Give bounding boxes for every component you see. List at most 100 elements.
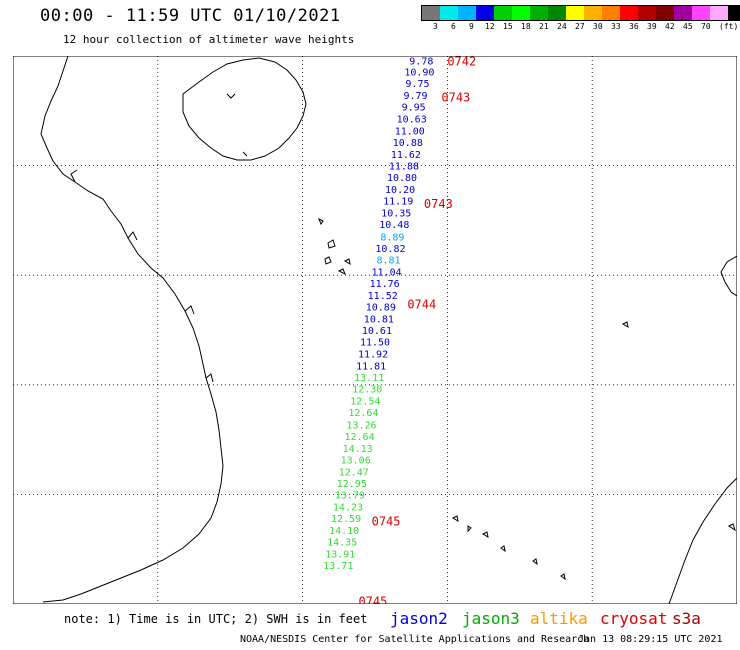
- swh-value: 8.81: [376, 255, 400, 266]
- latitude-label: 16: [13, 271, 14, 280]
- swh-value: 11.00: [395, 127, 425, 138]
- legend-swatch: [422, 6, 440, 20]
- chart-subtitle: 12 hour collection of altimeter wave hei…: [63, 33, 355, 46]
- satellite-jason3-label: jason3: [462, 609, 520, 628]
- pass-time-label: 0744: [407, 298, 436, 312]
- legend-label: 18: [521, 22, 531, 31]
- swh-value: 11.88: [389, 162, 419, 173]
- legend-label: 42: [665, 22, 675, 31]
- mainland-coastline: [40, 56, 224, 603]
- legend-swatch: [638, 6, 656, 20]
- swh-value: 13.26: [346, 420, 376, 431]
- pass-time-label: 0743: [424, 197, 453, 211]
- legend-swatch: [602, 6, 620, 20]
- swh-value: 12.30: [352, 385, 382, 396]
- swh-value: 13.11: [354, 373, 384, 384]
- swh-value: 10.20: [385, 185, 415, 196]
- legend-label: 30: [593, 22, 603, 31]
- legend-swatch: [548, 6, 566, 20]
- swh-value: 14.23: [333, 502, 363, 513]
- swh-value: 11.04: [372, 267, 402, 278]
- swh-value: 9.79: [403, 91, 427, 102]
- source-credit: NOAA/NESDIS Center for Satellite Applica…: [240, 634, 590, 645]
- legend-swatch: [476, 6, 494, 20]
- satellite-s3a-label: s3a: [672, 609, 701, 628]
- latitude-label: 18: [13, 162, 14, 171]
- swh-value: 9.78: [409, 56, 433, 67]
- swh-value: 13.06: [341, 455, 371, 466]
- swh-value: 12.64: [344, 432, 374, 443]
- satellite-altika-label: altika: [530, 609, 588, 628]
- swh-value: 11.52: [368, 291, 398, 302]
- satellite-jason2-label: jason2: [390, 609, 448, 628]
- legend-label: 12: [485, 22, 495, 31]
- palawan-coast: [668, 477, 737, 604]
- swh-value: 10.48: [379, 220, 409, 231]
- pass-time-label: 0745: [372, 515, 401, 529]
- swh-value: 14.35: [327, 538, 357, 549]
- swh-value: 10.81: [364, 314, 394, 325]
- swh-value: 11.92: [358, 350, 388, 361]
- spratly-islet: [451, 515, 459, 523]
- swh-value: 10.82: [375, 244, 405, 255]
- paracel-islet: [343, 258, 351, 266]
- legend-swatch: [512, 6, 530, 20]
- paracel-islet: [337, 268, 346, 276]
- paracel-islet: [327, 239, 336, 249]
- legend-label: 39: [647, 22, 657, 31]
- legend-label: 15: [503, 22, 513, 31]
- satellite-cryosat-label: cryosat: [600, 609, 668, 628]
- coast-inlet: [70, 169, 214, 383]
- pass-time-label: 0743: [441, 91, 470, 105]
- hainan-detail: [226, 93, 248, 157]
- swh-value: 12.95: [337, 479, 367, 490]
- legend-label: 33: [611, 22, 621, 31]
- swh-value: 12.64: [348, 408, 378, 419]
- paracel-islet: [324, 256, 332, 265]
- map-frame: [13, 56, 737, 604]
- legend-swatch: [440, 6, 458, 20]
- pass-time-labels: 0742 0743 0743 0744 0745 0745: [358, 56, 476, 604]
- legend-label: 6: [451, 22, 456, 31]
- swh-value: 10.63: [397, 114, 427, 125]
- swh-value: 14.10: [329, 526, 359, 537]
- paracel-islet: [318, 217, 324, 226]
- spratly-islet: [621, 321, 629, 329]
- swh-value: 13.71: [323, 561, 353, 572]
- latitude-label: 14: [13, 381, 14, 390]
- legend-swatch: [656, 6, 674, 20]
- swh-value: 11.76: [370, 279, 400, 290]
- swh-value: 11.19: [383, 197, 413, 208]
- swh-value: 9.95: [402, 102, 426, 113]
- swh-value: 12.47: [339, 467, 369, 478]
- swh-value: 10.90: [404, 67, 434, 78]
- legend-swatch: [494, 6, 512, 20]
- legend-label: 45: [683, 22, 693, 31]
- philippines-coast: [720, 255, 737, 297]
- legend-swatch: [728, 6, 740, 20]
- legend-label: 70: [701, 22, 711, 31]
- legend-label: 21: [539, 22, 549, 31]
- legend-swatch: [674, 6, 692, 20]
- legend-swatch: [584, 6, 602, 20]
- legend-label: 24: [557, 22, 567, 31]
- color-scale-legend: [421, 5, 740, 21]
- chart-title: 00:00 - 11:59 UTC 01/10/2021: [40, 6, 341, 26]
- swh-value: 14.13: [343, 444, 373, 455]
- legend-label: 9: [469, 22, 474, 31]
- swh-value: 12.54: [350, 397, 380, 408]
- swh-value: 10.61: [362, 326, 392, 337]
- spratly-islet: [560, 573, 566, 581]
- swh-value: 11.50: [360, 338, 390, 349]
- legend-swatch: [566, 6, 584, 20]
- legend-swatch: [692, 6, 710, 20]
- legend-swatch: [458, 6, 476, 20]
- legend-swatch: [530, 6, 548, 20]
- swh-value: 11.62: [391, 150, 421, 161]
- spratly-islet: [500, 545, 506, 553]
- spratly-islet: [532, 558, 538, 566]
- coastline: [40, 56, 737, 604]
- legend-label: 27: [575, 22, 585, 31]
- spratly-islet: [481, 531, 489, 539]
- legend-swatch: [710, 6, 728, 20]
